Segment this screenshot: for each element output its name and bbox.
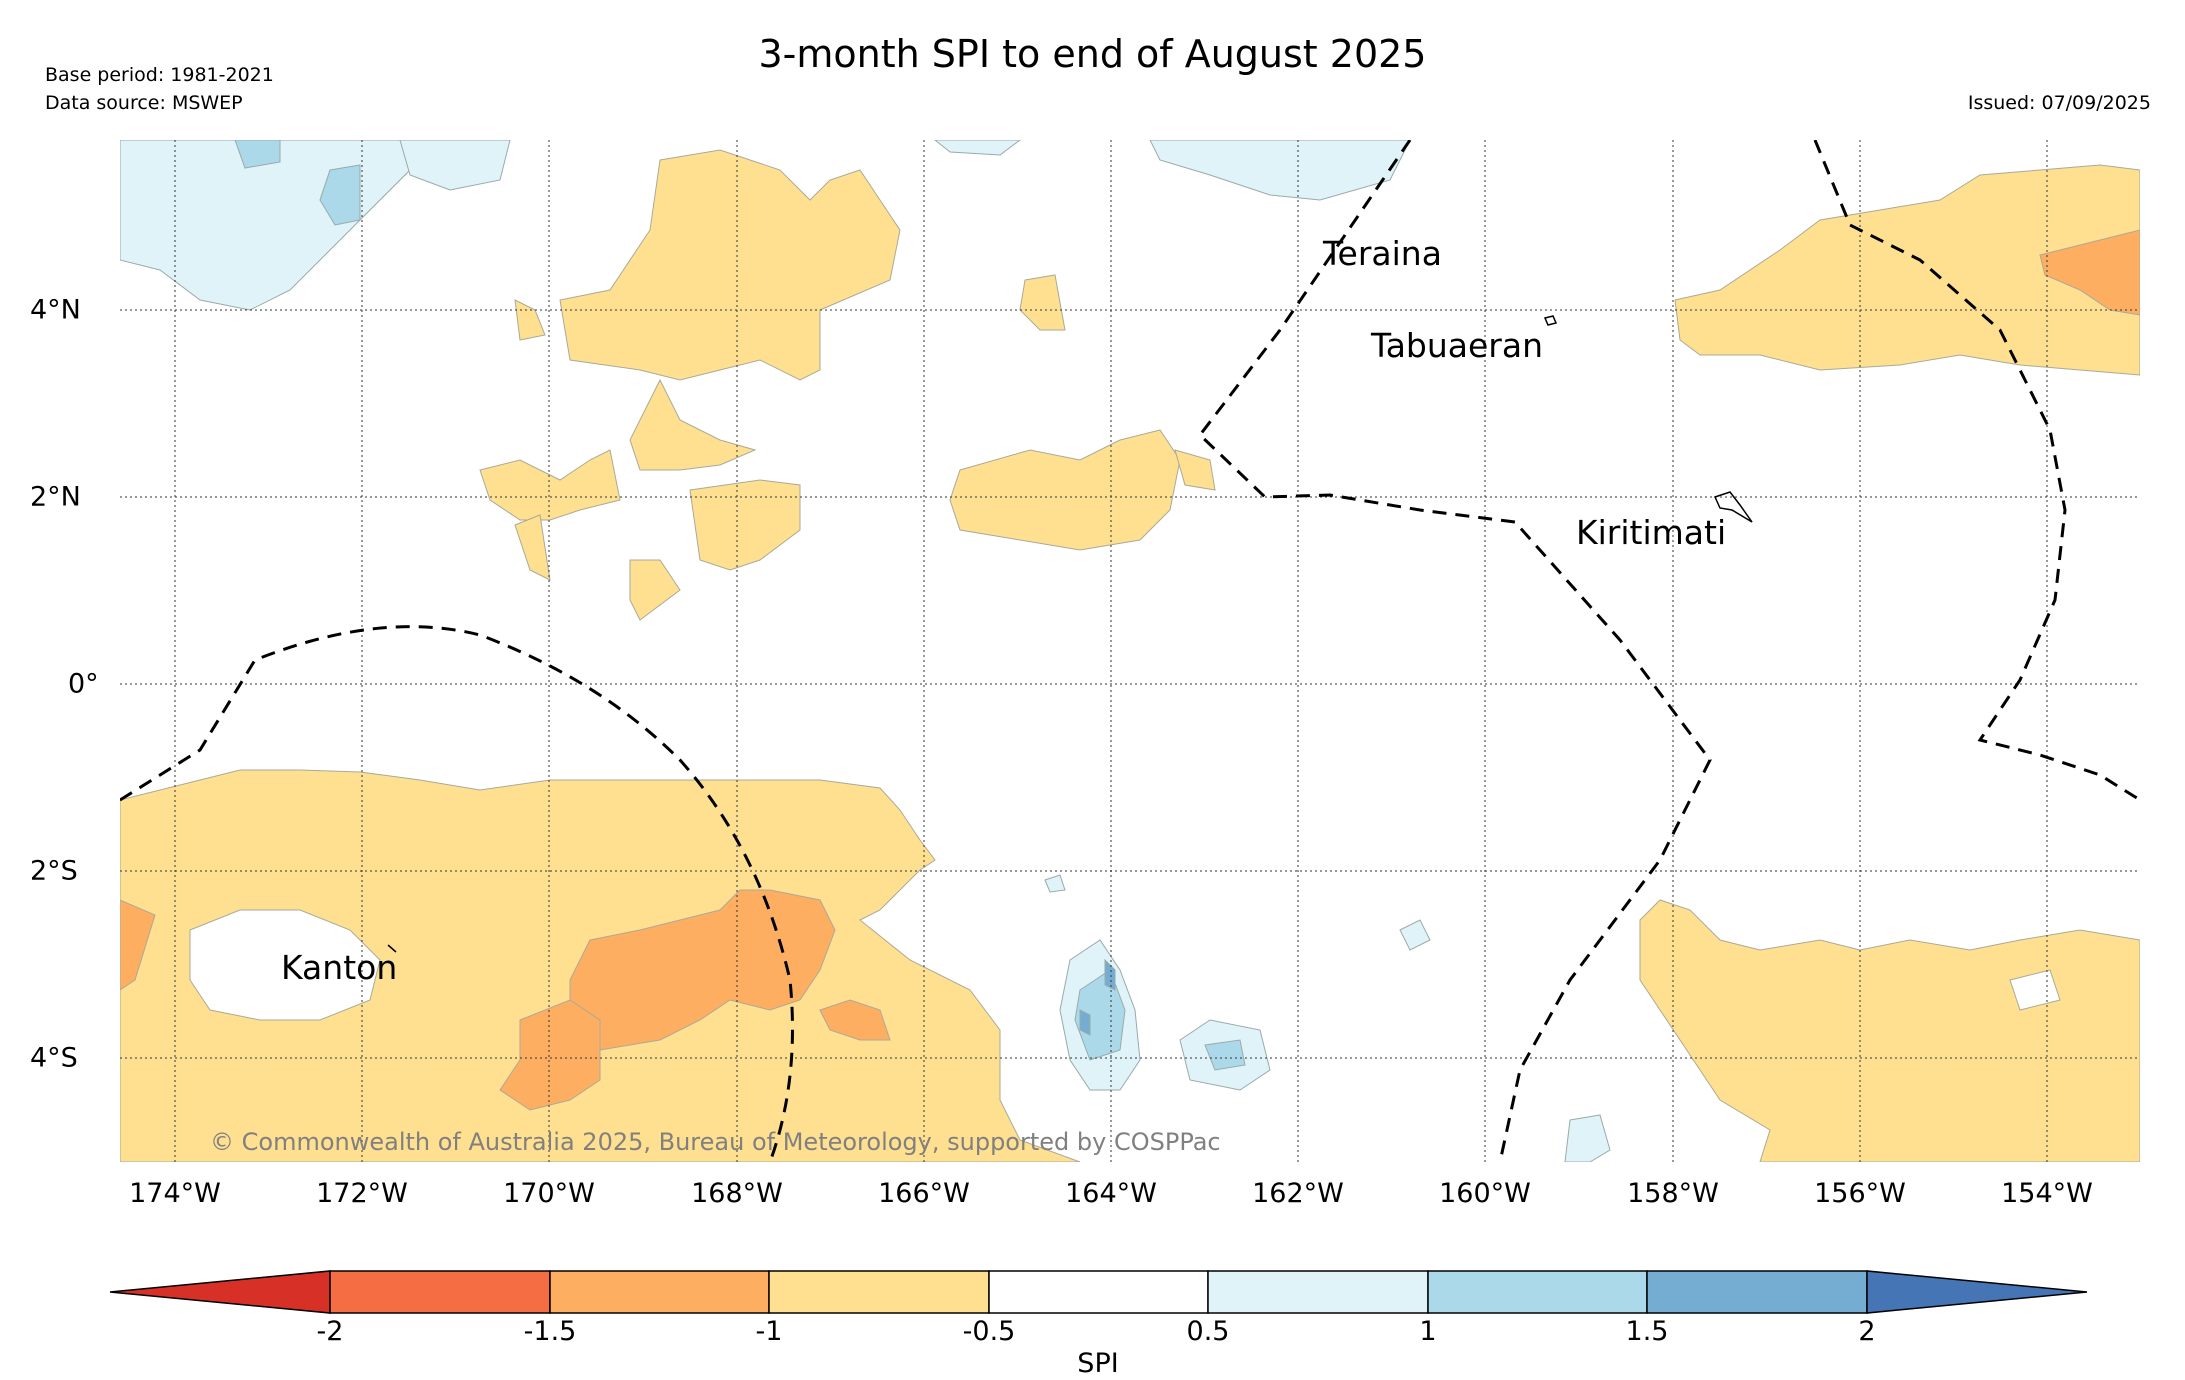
map-title: 3-month SPI to end of August 2025 <box>758 32 1427 76</box>
spi-region-wet-mild <box>1399 919 1431 951</box>
spi-region-dry-mild <box>629 378 757 471</box>
x-tick-label: 154°W <box>2001 1178 2093 1209</box>
spi-region-wet-moderate <box>1204 1039 1246 1071</box>
kanton-island-outline <box>387 944 397 953</box>
x-tick-label: 156°W <box>1814 1178 1906 1209</box>
spi-region-wet-moderate <box>234 140 281 169</box>
spi-region-wet-mild <box>1564 1114 1611 1162</box>
spi-region-wet-strong <box>1079 1009 1091 1036</box>
spi-region-wet-moderate <box>319 164 361 226</box>
spi-region-dry-mild <box>514 514 551 581</box>
y-tick-label: 4°S <box>30 1042 78 1074</box>
eez-boundaries <box>120 140 2140 1162</box>
colorbar-segment <box>1207 1270 1429 1314</box>
spi-region-wet-mild <box>399 140 511 191</box>
y-tick-label: 2°S <box>30 855 78 887</box>
place-label-tabuaeran: Tabuaeran <box>1371 326 1544 365</box>
spi-region-wet-mild <box>934 140 1021 156</box>
colorbar-tick-label: -2 <box>316 1316 344 1347</box>
place-label-kiritimati: Kiritimati <box>1576 513 1727 552</box>
spi-region-wet-mild <box>1044 874 1066 893</box>
colorbar-segment <box>1646 1270 1868 1314</box>
kanton-near-normal-area <box>189 909 381 1021</box>
x-tick-label: 168°W <box>691 1178 783 1209</box>
colorbar-title: SPI <box>1077 1348 1119 1379</box>
y-tick-label: 0° <box>68 668 99 700</box>
spi-region-dry-moderate <box>499 999 601 1111</box>
spi-region-wet-mild <box>120 140 411 311</box>
spi-region-dry-mild <box>1639 899 2140 1162</box>
spi-region-dry-mild <box>1019 274 1066 331</box>
x-tick-label: 170°W <box>503 1178 595 1209</box>
x-tick-label: 158°W <box>1627 1178 1719 1209</box>
y-tick-label: 2°N <box>30 481 81 513</box>
x-tick-label: 166°W <box>878 1178 970 1209</box>
map-graticule <box>120 140 2140 1162</box>
colorbar-segment-gt-2 <box>1866 1270 2088 1314</box>
data-source: Data source: MSWEP <box>45 92 243 114</box>
copyright-notice: © Commonwealth of Australia 2025, Bureau… <box>210 1128 1221 1156</box>
colorbar-segment <box>1427 1270 1648 1314</box>
spi-region-dry-mild <box>689 479 801 571</box>
place-label-kanton: Kanton <box>281 948 398 987</box>
kiritimati-island-outline <box>1713 491 1753 523</box>
spi-region-dry-mild <box>514 299 546 341</box>
x-tick-label: 174°W <box>129 1178 221 1209</box>
spi-region-dry-moderate <box>120 899 156 991</box>
colorbar-tick-label: -0.5 <box>962 1316 1016 1347</box>
colorbar-segment <box>768 1270 990 1314</box>
colorbar-tick-label: -1 <box>755 1316 783 1347</box>
spi-region-dry-moderate <box>819 999 891 1041</box>
colorbar-tick-label: 2 <box>1858 1316 1876 1347</box>
place-label-teraina: Teraina <box>1323 234 1442 273</box>
x-tick-label: 172°W <box>316 1178 408 1209</box>
spi-region-dry-mild <box>1174 449 1216 491</box>
issued-date: Issued: 07/09/2025 <box>1967 92 2151 114</box>
spi-region-wet-strong <box>1104 958 1116 991</box>
base-period: Base period: 1981-2021 <box>45 64 274 86</box>
spi-region-dry-mild <box>629 559 681 621</box>
spi-region-dry-mild <box>559 149 901 381</box>
colorbar-segment-lt-2 <box>109 1270 331 1314</box>
colorbar-segment <box>549 1270 770 1314</box>
spi-region-dry-mild <box>479 449 621 521</box>
spi-map-canvas <box>120 140 2140 1162</box>
spi-region-dry-moderate <box>2039 229 2140 316</box>
tabuaeran-island-outline <box>1543 315 1558 326</box>
spi-region-dry-mild <box>949 429 1181 551</box>
colorbar-tick-label: 0.5 <box>1186 1316 1230 1347</box>
x-tick-label: 162°W <box>1252 1178 1344 1209</box>
spi-region-wet-mild <box>1149 140 1411 201</box>
colorbar-tick-label: -1.5 <box>523 1316 577 1347</box>
x-tick-label: 160°W <box>1439 1178 1531 1209</box>
colorbar-tick-label: 1.5 <box>1625 1316 1669 1347</box>
y-tick-label: 4°N <box>30 294 81 326</box>
spi-region-dry-mild <box>1674 164 2140 376</box>
colorbar-segment <box>329 1270 551 1314</box>
spi-map: Teraina Tabuaeran Kiritimati Kanton <box>120 140 2140 1162</box>
colorbar-segment <box>988 1270 1209 1314</box>
colorbar-tick-label: 1 <box>1419 1316 1437 1347</box>
x-tick-label: 164°W <box>1065 1178 1157 1209</box>
